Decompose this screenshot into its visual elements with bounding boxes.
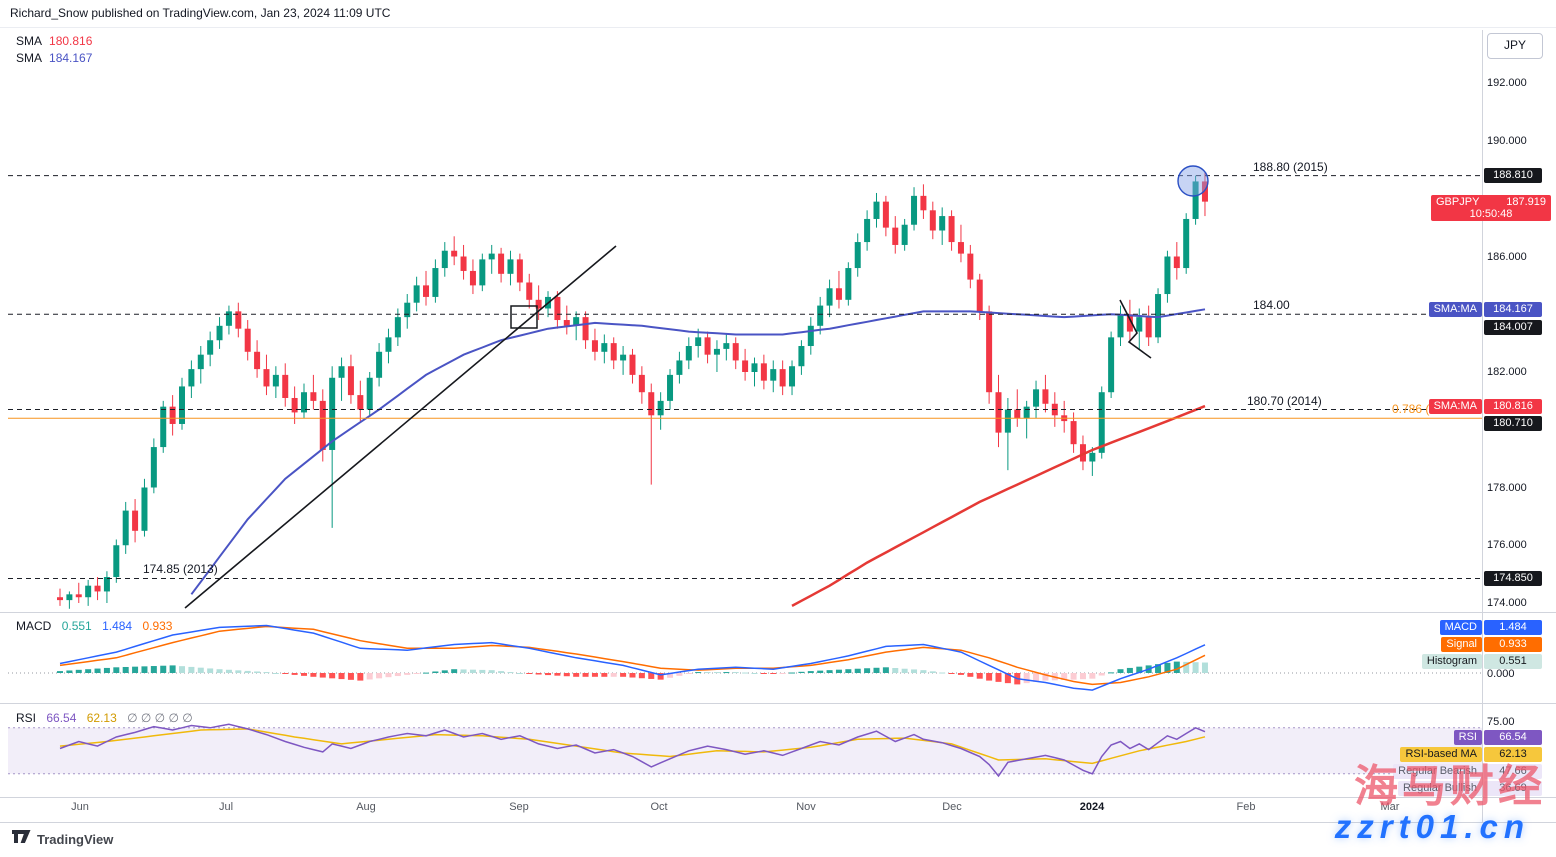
drawn-trendline xyxy=(184,245,617,609)
sma-red-line xyxy=(791,404,1206,607)
time-axis-label: Mar xyxy=(1380,801,1400,813)
time-axis-label: Jul xyxy=(218,801,234,813)
macd-panel xyxy=(8,624,1482,691)
tradingview-logo-text[interactable]: TradingView xyxy=(37,831,114,847)
drawn-arrow xyxy=(1119,299,1152,359)
time-axis-label: Feb xyxy=(1236,801,1256,813)
tradingview-footer[interactable]: TradingView xyxy=(12,829,113,849)
time-axis-label: Sep xyxy=(509,801,529,813)
sma-legend-row[interactable]: SMA 184.167 xyxy=(16,50,99,67)
macd-line-value: 1.484 xyxy=(102,619,133,633)
macd-title: MACD xyxy=(16,619,52,633)
rsi-divergence-symbols: ∅ ∅ ∅ ∅ ∅ xyxy=(127,711,193,725)
macd-histogram-value: 0.551 xyxy=(61,619,92,633)
rsi-line xyxy=(59,723,1206,778)
rsi-panel xyxy=(8,723,1482,778)
price-axis-currency-button[interactable]: JPY xyxy=(1487,33,1543,59)
time-axis[interactable]: Jun Jul Aug Sep Oct Nov Dec 2024 Feb Mar xyxy=(0,797,1482,822)
drawn-rectangle xyxy=(510,305,538,329)
sma-label: SMA xyxy=(16,34,43,48)
indicator-legend-rsi[interactable]: RSI 66.54 62.13 ∅ ∅ ∅ ∅ ∅ xyxy=(16,711,200,725)
macd-signal-value: 0.933 xyxy=(142,619,173,633)
indicator-legend-macd[interactable]: MACD 0.551 1.484 0.933 xyxy=(16,619,179,633)
tradingview-logo-icon[interactable] xyxy=(12,829,31,849)
sma-value: 184.167 xyxy=(49,51,93,65)
price-axis[interactable] xyxy=(1482,30,1556,797)
sma-value: 180.816 xyxy=(49,34,93,48)
sma-label: SMA xyxy=(16,51,43,65)
sma-blue-line xyxy=(190,308,1206,595)
price-panel xyxy=(8,165,1482,609)
time-axis-label: Aug xyxy=(356,801,376,813)
publish-byline: Richard_Snow published on TradingView.co… xyxy=(10,6,391,20)
rsi-value: 66.54 xyxy=(46,711,77,725)
candles-layer xyxy=(57,172,1208,609)
time-axis-label: Jun xyxy=(71,801,89,813)
macd-line xyxy=(59,624,1206,691)
indicator-legend-sma[interactable]: SMA 180.816 SMA 184.167 xyxy=(16,33,99,67)
drawn-circle-highlight xyxy=(1177,165,1209,197)
time-axis-label: Dec xyxy=(942,801,962,813)
rsi-ma-value: 62.13 xyxy=(86,711,117,725)
time-axis-label: Oct xyxy=(650,801,668,813)
rsi-title: RSI xyxy=(16,711,37,725)
time-axis-label: Nov xyxy=(796,801,816,813)
time-axis-label: 2024 xyxy=(1079,801,1105,813)
sma-legend-row[interactable]: SMA 180.816 xyxy=(16,33,99,50)
macd-signal-line xyxy=(59,625,1206,686)
